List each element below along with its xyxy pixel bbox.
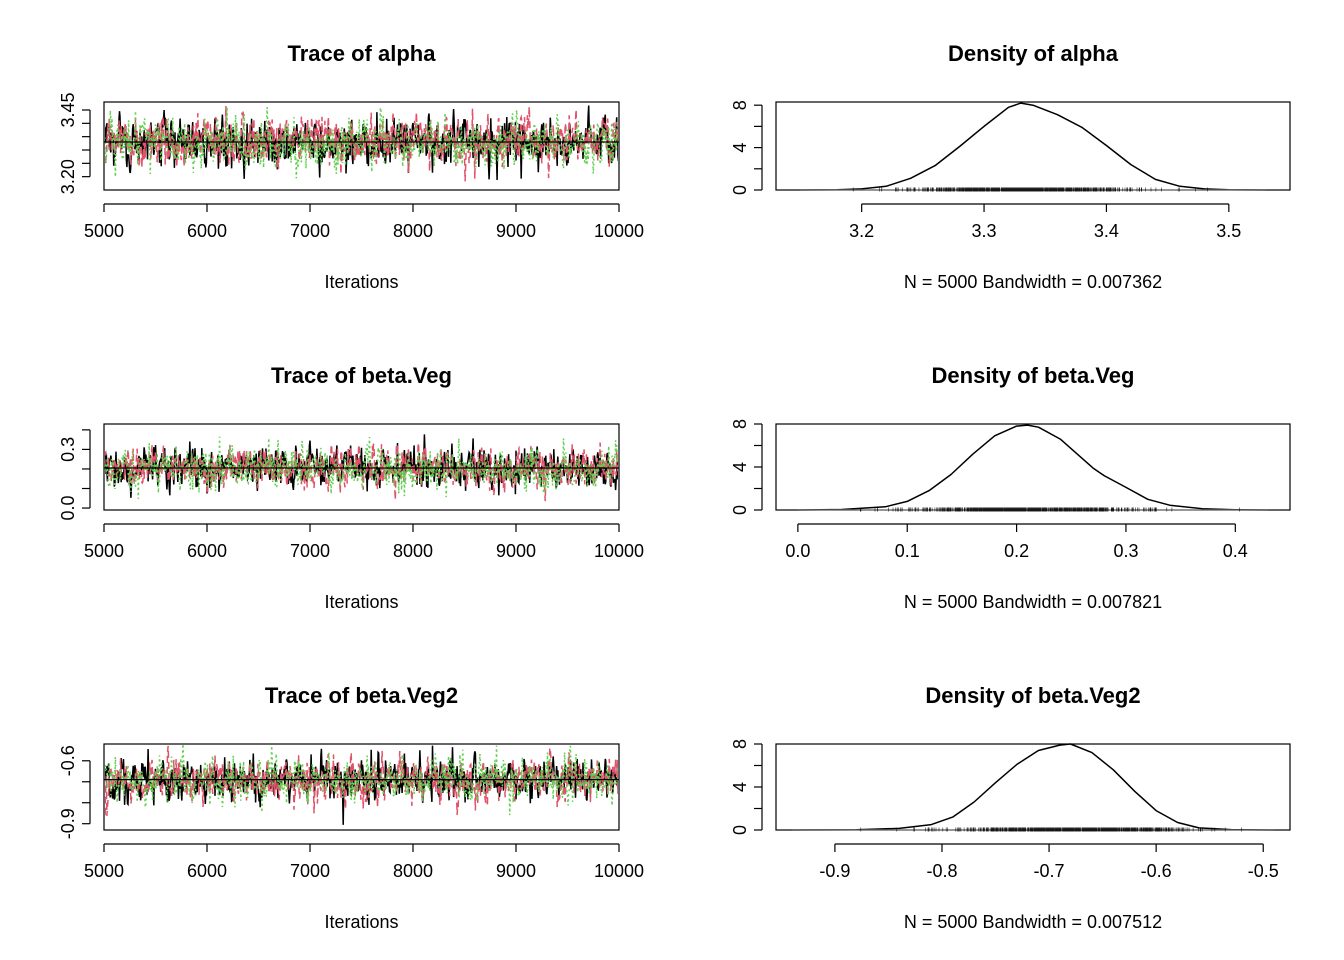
x-tick-label: 10000 <box>594 541 644 561</box>
x-tick-label: 3.4 <box>1094 221 1119 241</box>
x-axis-label: N = 5000 Bandwidth = 0.007362 <box>904 272 1162 292</box>
x-axis-label: Iterations <box>324 912 398 932</box>
x-tick-label: 7000 <box>290 221 330 241</box>
x-tick-label: 3.2 <box>849 221 874 241</box>
x-tick-label: 6000 <box>187 861 227 881</box>
plot-frame <box>775 101 1291 191</box>
panel-1: Trace of alpha 5000 6000 7000 8000 9000 10000 3… <box>58 41 644 292</box>
x-tick-label: -0.7 <box>1034 861 1065 881</box>
y-tick-label: 4 <box>730 462 750 472</box>
x-tick-label: -0.9 <box>819 861 850 881</box>
x-axis-label: N = 5000 Bandwidth = 0.007512 <box>904 912 1162 932</box>
rug-marks <box>852 187 1208 192</box>
panel-4: Density of beta.Veg 0.0 0.1 0.2 0.3 0.4 0 4 8 N =… <box>730 363 1291 612</box>
x-tick-label: 5000 <box>84 541 124 561</box>
panel-2: Density of alpha 3.2 3.3 3.4 3.5 0 4 8 N = 5000 … <box>730 41 1291 292</box>
plot-title: Trace of alpha <box>288 41 437 66</box>
density-curve <box>797 424 1269 511</box>
x-tick-label: -0.8 <box>926 861 957 881</box>
y-tick-label: 8 <box>730 100 750 110</box>
y-tick-label: 3.45 <box>58 92 78 127</box>
x-tick-label: 9000 <box>496 221 536 241</box>
x-tick-label: 0.1 <box>895 541 920 561</box>
x-axis-label: Iterations <box>324 272 398 292</box>
trace-chain-3 <box>105 745 618 816</box>
y-tick-label: 0.3 <box>58 437 78 462</box>
x-tick-label: 9000 <box>496 861 536 881</box>
y-tick-label: 8 <box>730 739 750 749</box>
plot-title: Density of beta.Veg <box>932 363 1135 388</box>
panel-5: Trace of beta.Veg2 5000 6000 7000 8000 9000 10… <box>58 683 644 932</box>
x-tick-label: 6000 <box>187 221 227 241</box>
plot-title: Density of beta.Veg2 <box>925 683 1140 708</box>
plot-title: Density of alpha <box>948 41 1119 66</box>
trace-chain-3 <box>105 105 618 179</box>
plot-title: Trace of beta.Veg2 <box>265 683 458 708</box>
y-tick-label: 0 <box>730 185 750 195</box>
y-tick-label: -0.6 <box>58 745 78 776</box>
plot-frame <box>103 743 620 831</box>
plot-frame <box>775 423 1291 511</box>
rug-marks <box>860 507 1240 512</box>
plot-frame <box>103 423 620 511</box>
y-tick-label: -0.9 <box>58 808 78 839</box>
density-curve <box>800 102 1266 191</box>
x-tick-label: 0.3 <box>1113 541 1138 561</box>
x-tick-label: 8000 <box>393 541 433 561</box>
x-tick-label: 9000 <box>496 541 536 561</box>
y-tick-label: 0 <box>730 505 750 515</box>
panel-3: Trace of beta.Veg 5000 6000 7000 8000 9000 100… <box>58 363 644 612</box>
x-tick-label: 5000 <box>84 221 124 241</box>
x-tick-label: 3.3 <box>972 221 997 241</box>
x-tick-label: 10000 <box>594 861 644 881</box>
x-tick-label: 6000 <box>187 541 227 561</box>
y-tick-label: 4 <box>730 782 750 792</box>
y-tick-label: 0.0 <box>58 496 78 521</box>
x-tick-label: 8000 <box>393 221 433 241</box>
density-curve <box>792 743 1274 831</box>
x-tick-label: -0.6 <box>1141 861 1172 881</box>
x-tick-label: 8000 <box>393 861 433 881</box>
panel-6: Density of beta.Veg2 -0.9 -0.8 -0.7 -0.6 -0.5… <box>730 683 1291 932</box>
x-tick-label: 5000 <box>84 861 124 881</box>
y-tick-label: 0 <box>730 825 750 835</box>
x-axis-label: Iterations <box>324 592 398 612</box>
x-tick-label: 0.4 <box>1223 541 1248 561</box>
x-tick-label: 10000 <box>594 221 644 241</box>
y-tick-label: 3.20 <box>58 159 78 194</box>
rug-marks <box>860 827 1242 832</box>
x-tick-label: 7000 <box>290 541 330 561</box>
x-tick-label: 0.0 <box>785 541 810 561</box>
x-tick-label: -0.5 <box>1248 861 1279 881</box>
x-tick-label: 3.5 <box>1216 221 1241 241</box>
trace-chain-3 <box>105 436 618 499</box>
y-tick-label: 4 <box>730 143 750 153</box>
plot-frame <box>775 743 1291 831</box>
x-tick-label: 7000 <box>290 861 330 881</box>
plot-frame <box>103 101 620 191</box>
y-tick-label: 8 <box>730 419 750 429</box>
x-tick-label: 0.2 <box>1004 541 1029 561</box>
x-axis-label: N = 5000 Bandwidth = 0.007821 <box>904 592 1162 612</box>
plot-title: Trace of beta.Veg <box>271 363 452 388</box>
